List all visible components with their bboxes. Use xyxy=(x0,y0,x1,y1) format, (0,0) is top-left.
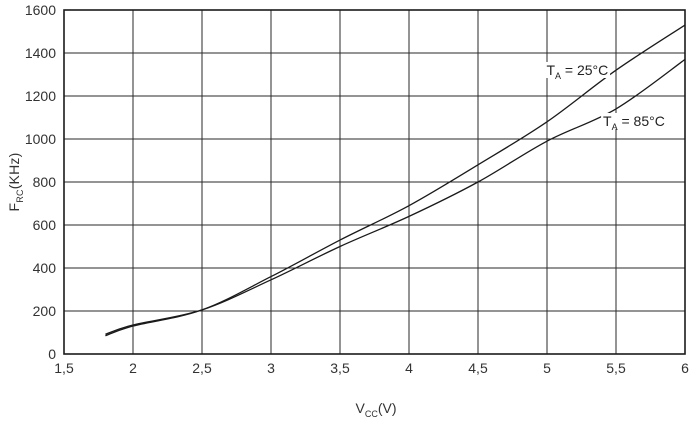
x-axis-title-symbol: V xyxy=(355,400,365,416)
curve-label-85c-text: = 85°C xyxy=(617,112,665,129)
y-tick-label: 1000 xyxy=(25,131,56,147)
y-tick-label: 600 xyxy=(33,217,57,233)
x-tick-label: 3,5 xyxy=(330,360,350,376)
curve-label-25c-symbol: T xyxy=(546,62,556,79)
plot-border xyxy=(63,9,686,355)
x-tick-label: 6 xyxy=(681,360,689,376)
x-tick-label: 5 xyxy=(543,360,551,376)
y-tick-label: 1400 xyxy=(25,45,56,61)
y-tick-label: 400 xyxy=(33,260,57,276)
curve-label-25c-subscript: A xyxy=(555,70,562,81)
x-axis-title-subscript: CC xyxy=(364,408,378,419)
x-tick-label: 5,5 xyxy=(606,360,626,376)
x-tick-label: 2 xyxy=(129,360,137,376)
y-tick-label: 200 xyxy=(33,303,57,319)
curve-ta-85c xyxy=(105,58,686,335)
curve-label-85c-subscript: A xyxy=(611,121,618,132)
x-tick-label: 1,5 xyxy=(54,360,74,376)
y-tick-label: 1600 xyxy=(25,2,56,18)
x-axis-title: VCC(V) xyxy=(355,400,397,419)
curve-label-85c-symbol: T xyxy=(603,112,612,129)
y-axis-title-symbol: F xyxy=(6,202,22,212)
x-axis-title-unit: (V) xyxy=(377,400,397,416)
x-tick-label: 3 xyxy=(267,360,275,376)
x-tick-label: 2,5 xyxy=(192,360,212,376)
y-axis-title-unit: (KHz) xyxy=(6,152,22,190)
x-tick-label: 4,5 xyxy=(468,360,488,376)
curve-label-25c: TA = 25°C xyxy=(544,62,611,81)
y-axis-title: FRC(KHz) xyxy=(6,152,25,212)
y-tick-label: 800 xyxy=(33,174,57,190)
y-tick-label: 1200 xyxy=(25,88,56,104)
y-axis-title-subscript: RC xyxy=(14,189,25,203)
y-tick-label: 0 xyxy=(48,346,56,362)
curve-label-25c-text: = 25°C xyxy=(561,62,609,79)
x-tick-label: 4 xyxy=(405,360,413,376)
curve-label-85c: TA = 85°C xyxy=(601,112,667,132)
